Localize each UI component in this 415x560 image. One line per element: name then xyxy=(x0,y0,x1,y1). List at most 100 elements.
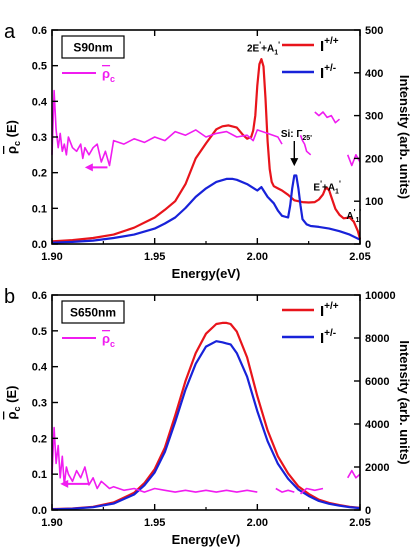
x-tick-label: 2.00 xyxy=(247,251,268,263)
legend-superscript: +/- xyxy=(324,328,336,339)
y-left-tick-label: 0.0 xyxy=(32,239,47,251)
y-left-tick-label: 0.4 xyxy=(32,362,48,374)
y-right-tick-label: 500 xyxy=(365,25,383,37)
series-line xyxy=(51,58,362,243)
annotation-subscript: 1 xyxy=(274,49,278,56)
y-right-tick-label: 100 xyxy=(365,196,383,208)
annotation-prime: ' xyxy=(354,208,356,217)
y-left-tick-label: 0.6 xyxy=(32,290,47,302)
peak-annotation: 2E'+A1' xyxy=(247,40,280,56)
annotation-rest: +A xyxy=(322,183,335,194)
y-right-tick-label: 300 xyxy=(365,111,383,123)
series-line xyxy=(51,426,361,495)
rho-legend-label: ρc xyxy=(102,331,115,349)
y-right-tick-label: 400 xyxy=(365,68,383,80)
plot-frame xyxy=(51,294,361,511)
annotation-prime: ' xyxy=(359,208,361,217)
y-left-tick-label: 0.1 xyxy=(32,469,47,481)
y-right-tick-label: 0 xyxy=(365,505,371,517)
legend-base: I xyxy=(320,303,324,320)
series-line xyxy=(51,340,361,511)
rho-symbol: ρ xyxy=(4,146,19,154)
rho-axis-arrowhead xyxy=(84,163,93,172)
y-left-tick-label: 0.3 xyxy=(32,132,47,144)
annotation-subscript: 25' xyxy=(302,135,312,142)
y-left-tick-label: 0.2 xyxy=(32,168,47,180)
y-left-tick-label: 0.2 xyxy=(32,433,47,445)
legend-superscript: +/- xyxy=(324,63,336,74)
legend-label: I+/- xyxy=(320,63,336,82)
legend-base: I xyxy=(320,330,324,347)
sample-label-box xyxy=(61,35,125,59)
sample-label: S650nm xyxy=(70,306,116,320)
legend-base: I xyxy=(320,65,324,82)
y-left-tick-label: 0.5 xyxy=(32,61,47,73)
annotation-prime: ' xyxy=(339,180,341,189)
x-tick-label: 1.95 xyxy=(144,517,165,529)
legend-label: I+/- xyxy=(320,328,336,347)
annotation-prime: ' xyxy=(320,180,322,189)
x-tick-label: 1.95 xyxy=(144,251,165,263)
si-peak-arrowhead xyxy=(290,158,299,167)
y-right-tick-label: 6000 xyxy=(365,376,389,388)
annotation-rest: +A xyxy=(261,43,274,54)
peak-annotation: A'1' xyxy=(346,208,361,224)
panel-a: a 1.90 1.95 2.00 2.05 0.0 0.1 0.2 0.3 0.4 0.5 0.6 0 1… xyxy=(4,21,412,281)
legend-superscript: +/+ xyxy=(324,301,339,312)
x-tick-label: 1.90 xyxy=(41,517,62,529)
x-axis-label: Energy(eV) xyxy=(172,266,241,281)
y-left-tick-label: 0.4 xyxy=(32,96,48,108)
annotation-prime: ' xyxy=(278,40,280,49)
annotation-subscript: 1 xyxy=(356,217,360,224)
x-tick-label: 2.05 xyxy=(349,251,370,263)
y-right-tick-label: 200 xyxy=(365,153,383,165)
x-tick-label: 1.90 xyxy=(41,251,62,263)
y-right-tick-label: 0 xyxy=(365,239,371,251)
rho-legend-symbol: ρ xyxy=(102,331,110,346)
peak-annotation: Si: Γ25' xyxy=(281,129,312,142)
y-label-tail: (E) xyxy=(4,385,19,406)
annotation-base: 2E xyxy=(247,43,260,54)
y-left-tick-label: 0.5 xyxy=(32,326,47,338)
y-left-tick-label: 0.6 xyxy=(32,25,47,37)
peak-annotation: E'+A1' xyxy=(313,180,341,196)
panel-letter: b xyxy=(4,286,15,308)
rho-subscript: c xyxy=(12,141,22,146)
y-right-axis-label: Intensity (arb. units) xyxy=(397,340,412,464)
annotation-subscript: 1 xyxy=(335,189,339,196)
y-right-tick-label: 4000 xyxy=(365,419,389,431)
series-line xyxy=(51,321,361,511)
sample-label-box xyxy=(61,300,125,324)
y-left-tick-label: 0.0 xyxy=(32,505,47,517)
annotation-base: A xyxy=(346,211,353,222)
rho-legend-label: ρc xyxy=(102,66,115,84)
rho-axis-arrowhead xyxy=(60,479,69,488)
y-right-tick-label: 2000 xyxy=(365,462,389,474)
x-tick-label: 2.05 xyxy=(349,517,370,529)
legend-label: I+/+ xyxy=(320,301,339,320)
y-right-axis-label: Intensity (arb. units) xyxy=(397,75,412,199)
y-left-tick-label: 0.1 xyxy=(32,203,47,215)
annotation-base: E xyxy=(313,183,320,194)
annotation-base: Si: Γ xyxy=(281,129,303,140)
y-left-axis-label: ρc (E) xyxy=(4,120,22,154)
rho-symbol: ρ xyxy=(4,411,19,419)
rho-legend-subscript: c xyxy=(110,339,115,349)
x-tick-label: 2.00 xyxy=(247,517,268,529)
series-line xyxy=(51,89,361,167)
legend-label: I+/+ xyxy=(320,36,339,55)
legend-superscript: +/+ xyxy=(324,36,339,47)
y-right-tick-label: 8000 xyxy=(365,333,389,345)
y-left-axis-label: ρc (E) xyxy=(4,385,22,419)
sample-label: S90nm xyxy=(73,41,112,55)
rho-subscript: c xyxy=(12,406,22,411)
series-line xyxy=(51,174,361,244)
y-right-tick-label: 10000 xyxy=(365,290,396,302)
x-axis-label: Energy(eV) xyxy=(172,532,241,547)
rho-legend-symbol: ρ xyxy=(102,66,110,81)
annotation-prime: ' xyxy=(259,40,261,49)
panel-letter: a xyxy=(4,21,16,43)
legend-base: I xyxy=(320,38,324,55)
